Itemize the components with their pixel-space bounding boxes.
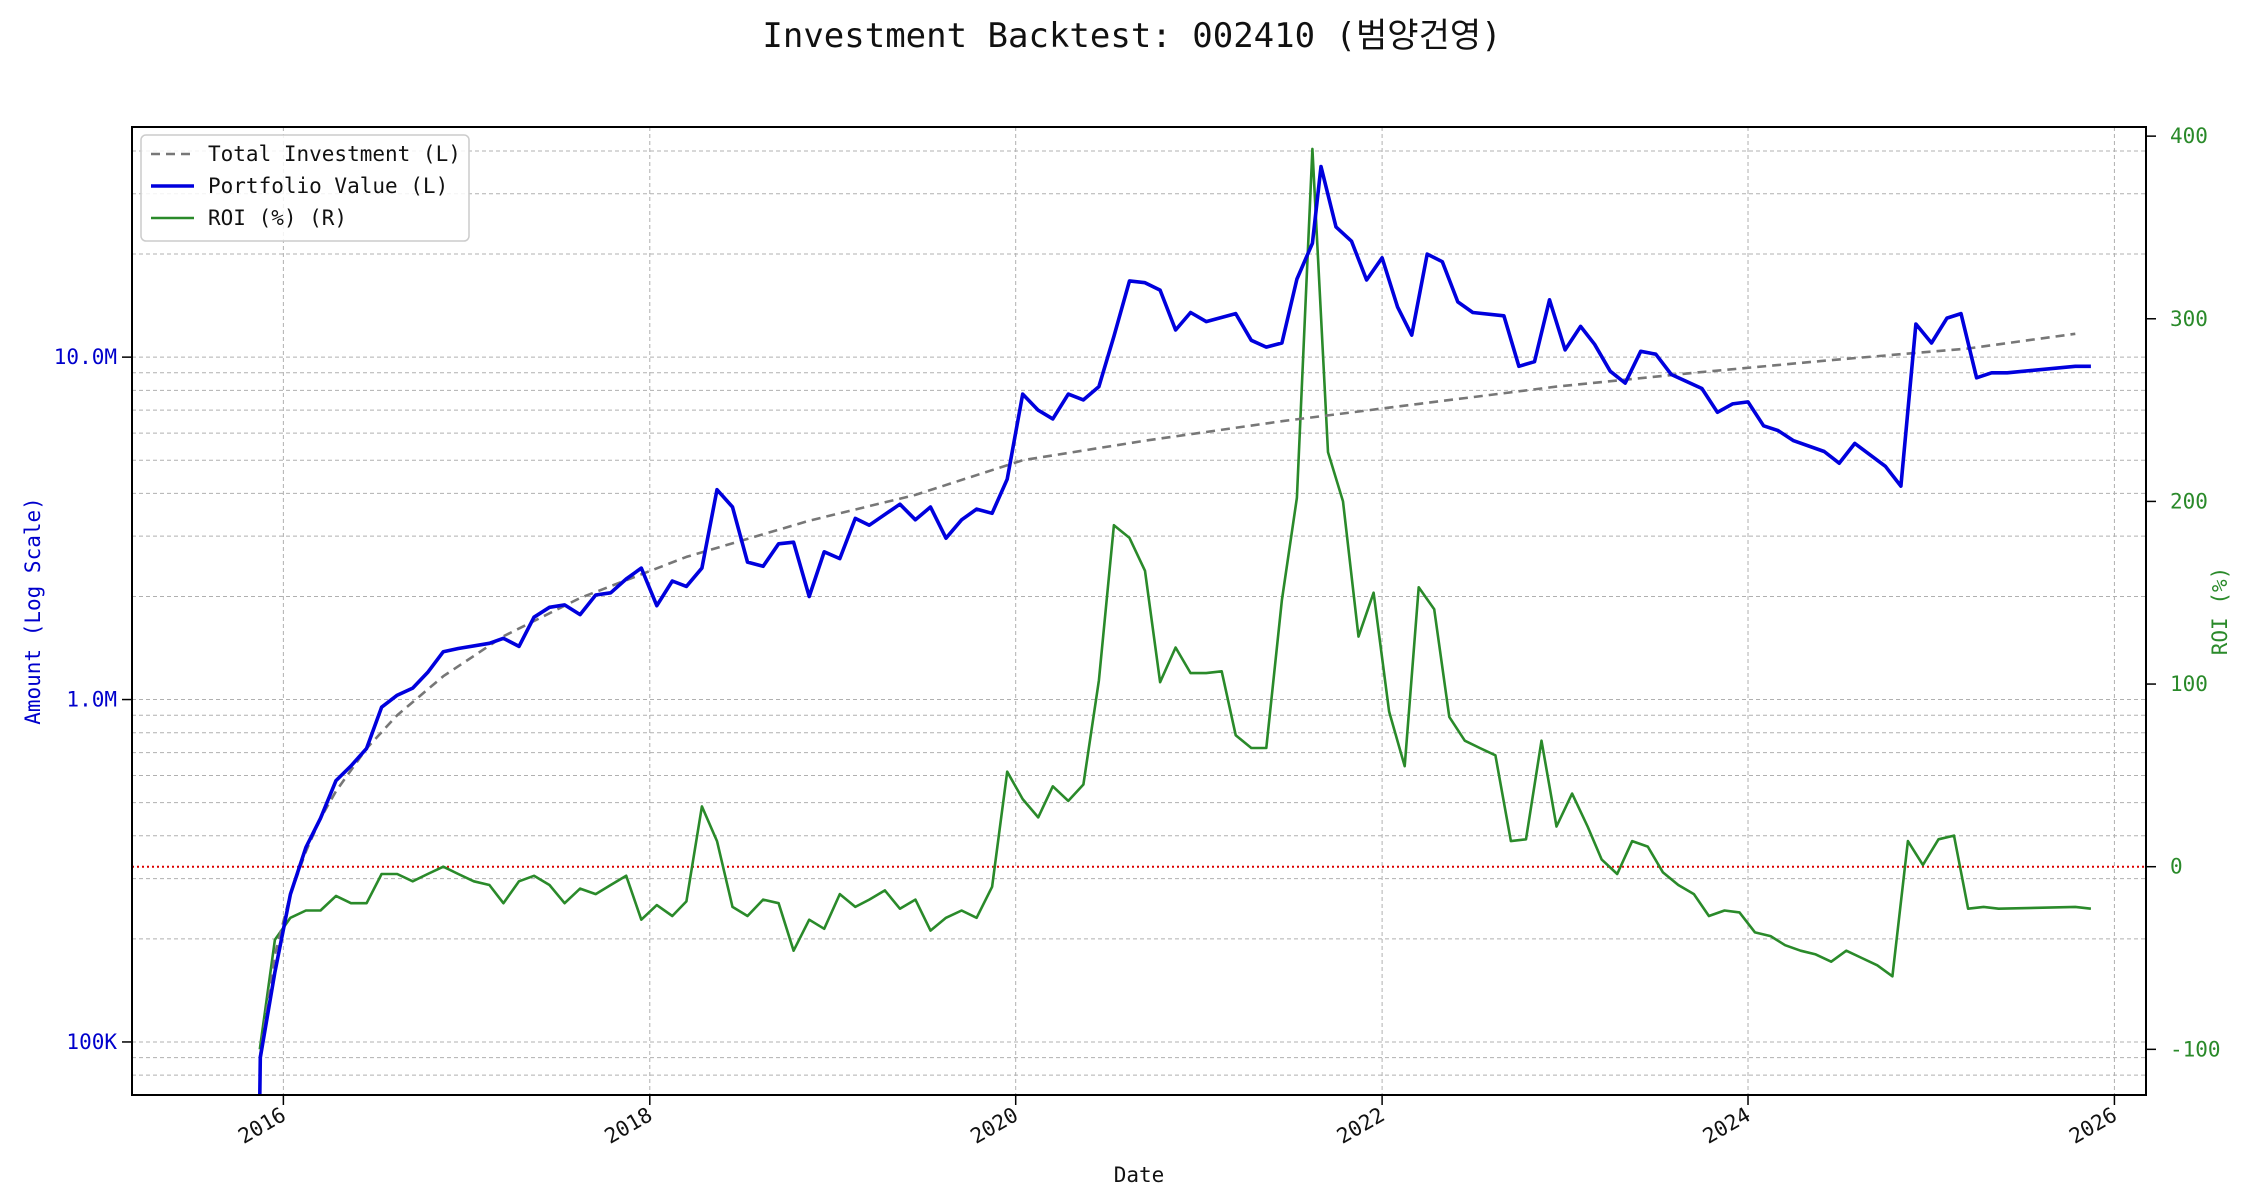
x-tick-label: 2024 <box>1699 1103 1755 1149</box>
y-left-tick-label: 10.0M <box>54 345 117 369</box>
y-right-axis-label: ROI (%) <box>2208 567 2232 656</box>
x-tick-label: 2018 <box>600 1103 656 1149</box>
legend-label: ROI (%) (R) <box>208 206 347 230</box>
y-right-tick-label: 0 <box>2170 855 2183 879</box>
x-tick-label: 2016 <box>234 1103 290 1149</box>
axes: 100K 1.0M 10.0M -100 0 100 200 300 400 2016 2018 20… <box>54 124 2221 1148</box>
y-left-tick-label: 1.0M <box>66 688 117 712</box>
series-layer <box>258 147 2092 1096</box>
y-right-tick-label: 200 <box>2170 489 2208 513</box>
x-axis-label: Date <box>1114 1163 1165 1187</box>
x-tick-label: 2022 <box>1333 1103 1389 1149</box>
y-left-tick-label: 100K <box>66 1030 117 1054</box>
chart-title: Investment Backtest: 002410 (범양건영) <box>762 16 1501 56</box>
series-total-investment <box>258 332 2076 1058</box>
grid <box>132 127 2146 1096</box>
x-tick-label: 2020 <box>966 1103 1022 1149</box>
y-right-tick-label: 300 <box>2170 307 2208 331</box>
y-left-axis-label: Amount (Log Scale) <box>21 497 45 725</box>
y-right-tick-label: -100 <box>2170 1037 2221 1061</box>
y-right-tick-label: 400 <box>2170 124 2208 148</box>
series-portfolio-value <box>258 164 2091 1096</box>
legend: Total Investment (L) Portfolio Value (L) R… <box>140 134 470 242</box>
series-roi <box>258 147 2092 1050</box>
y-right-tick-label: 100 <box>2170 672 2208 696</box>
legend-label: Portfolio Value (L) <box>208 174 448 198</box>
plot-frame <box>131 126 2147 1096</box>
legend-box <box>140 134 470 242</box>
x-tick-label: 2026 <box>2065 1103 2121 1149</box>
legend-label: Total Investment (L) <box>208 142 461 166</box>
